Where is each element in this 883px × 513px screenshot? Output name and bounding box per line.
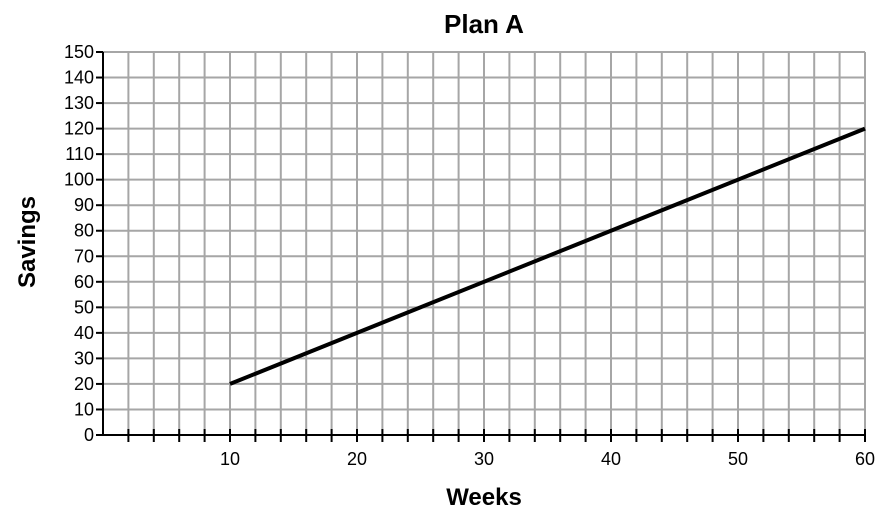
y-tick-label: 140	[64, 68, 94, 88]
y-tick-label: 100	[64, 170, 94, 190]
series-group	[229, 126, 866, 386]
x-tick-label: 50	[728, 449, 748, 469]
y-tick-label: 90	[74, 195, 94, 215]
x-tick-label: 10	[220, 449, 240, 469]
x-tick-label: 60	[855, 449, 875, 469]
y-tick-label: 60	[74, 272, 94, 292]
y-tick-label: 120	[64, 119, 94, 139]
chart-title: Plan A	[444, 9, 524, 39]
y-tick-label: 130	[64, 93, 94, 113]
y-tick-label: 40	[74, 323, 94, 343]
x-axis-label: Weeks	[446, 484, 522, 511]
y-tick-label: 110	[65, 144, 94, 164]
y-tick-label: 50	[74, 297, 94, 317]
y-tick-label: 10	[74, 399, 94, 419]
y-tick-label: 150	[64, 42, 94, 62]
x-tick-label: 30	[474, 449, 494, 469]
grid	[103, 51, 866, 435]
y-tick-label: 20	[74, 374, 94, 394]
x-tick-label: 40	[601, 449, 621, 469]
ticks: 0 10 20 30 40 50 60 70 80 90 100 110 120 130 140 150 10 2…	[64, 42, 875, 469]
y-axis-label: Savings	[14, 196, 41, 288]
y-tick-label: 30	[74, 348, 94, 368]
series-line	[229, 126, 866, 386]
y-tick-label: 0	[84, 425, 94, 445]
y-tick-label: 80	[74, 221, 94, 241]
y-tick-label: 70	[74, 246, 94, 266]
x-tick-label: 20	[347, 449, 367, 469]
